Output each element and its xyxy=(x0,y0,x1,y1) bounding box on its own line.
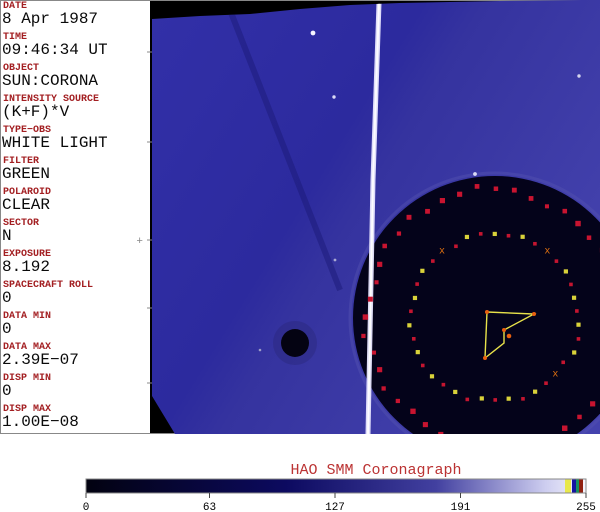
svg-text:0: 0 xyxy=(83,502,90,512)
svg-text:255: 255 xyxy=(576,502,596,512)
svg-text:x: x xyxy=(439,246,445,257)
svg-text:x: x xyxy=(544,246,550,257)
svg-text:191: 191 xyxy=(451,502,471,512)
svg-text:HAO SMM Coronagraph: HAO SMM Coronagraph xyxy=(290,462,461,479)
svg-text:+: + xyxy=(136,236,143,248)
svg-text:127: 127 xyxy=(325,502,345,512)
svg-text:63: 63 xyxy=(203,502,216,512)
svg-text:x: x xyxy=(552,369,558,380)
